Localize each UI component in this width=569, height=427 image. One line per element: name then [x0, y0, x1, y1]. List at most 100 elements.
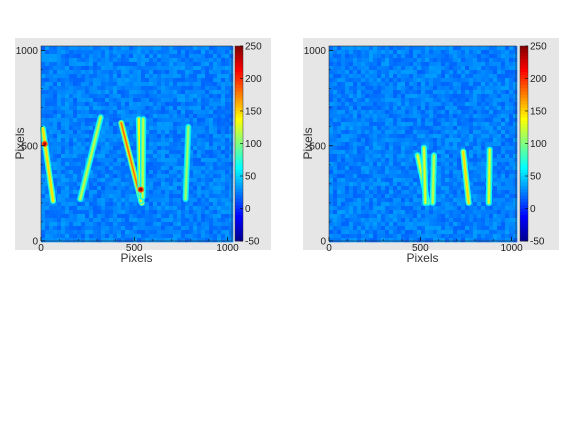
background-cell: [505, 138, 510, 143]
background-cell: [185, 86, 190, 91]
background-cell: [361, 222, 366, 227]
background-cell: [433, 82, 438, 87]
background-cell: [457, 166, 462, 171]
background-cell: [405, 190, 410, 195]
background-cell: [229, 222, 234, 227]
background-cell: [501, 162, 506, 167]
background-cell: [365, 134, 370, 139]
background-cell: [445, 94, 450, 99]
background-cell: [137, 106, 142, 111]
background-cell: [149, 154, 154, 159]
background-cell: [445, 106, 450, 111]
background-cell: [513, 190, 518, 195]
background-cell: [97, 166, 102, 171]
background-cell: [229, 138, 234, 143]
y-tick-label: 1000: [16, 46, 39, 57]
background-cell: [473, 74, 478, 79]
background-cell: [389, 54, 394, 59]
background-cell: [401, 238, 406, 243]
background-cell: [345, 218, 350, 223]
background-cell: [113, 202, 118, 207]
background-cell: [193, 162, 198, 167]
background-cell: [161, 234, 166, 239]
background-cell: [389, 222, 394, 227]
background-cell: [373, 218, 378, 223]
background-cell: [381, 198, 386, 203]
background-cell: [217, 58, 222, 63]
background-cell: [129, 70, 134, 75]
background-cell: [145, 66, 150, 71]
background-cell: [397, 194, 402, 199]
background-cell: [189, 90, 194, 95]
background-cell: [469, 142, 474, 147]
background-cell: [77, 206, 82, 211]
background-cell: [441, 102, 446, 107]
background-cell: [189, 214, 194, 219]
background-cell: [45, 58, 50, 63]
background-cell: [213, 90, 218, 95]
background-cell: [181, 50, 186, 55]
background-cell: [125, 214, 130, 219]
background-cell: [437, 158, 442, 163]
background-cell: [373, 122, 378, 127]
background-cell: [421, 214, 426, 219]
background-cell: [45, 130, 50, 135]
background-cell: [121, 146, 126, 151]
background-cell: [113, 46, 118, 51]
colorbar-tick-label: 200: [530, 74, 547, 85]
background-cell: [165, 162, 170, 167]
background-cell: [173, 230, 178, 235]
background-cell: [349, 114, 354, 119]
background-cell: [169, 74, 174, 79]
background-cell: [57, 226, 62, 231]
background-cell: [57, 166, 62, 171]
background-cell: [209, 174, 214, 179]
background-cell: [89, 86, 94, 91]
background-cell: [229, 170, 234, 175]
background-cell: [41, 238, 46, 243]
background-cell: [181, 174, 186, 179]
background-cell: [365, 146, 370, 151]
background-cell: [201, 98, 206, 103]
background-cell: [65, 146, 70, 151]
background-cell: [401, 62, 406, 67]
background-cell: [357, 114, 362, 119]
background-cell: [89, 174, 94, 179]
background-cell: [85, 50, 90, 55]
background-cell: [397, 218, 402, 223]
background-cell: [329, 66, 334, 71]
background-cell: [441, 122, 446, 127]
background-cell: [329, 50, 334, 55]
background-cell: [373, 174, 378, 179]
background-cell: [505, 110, 510, 115]
background-cell: [181, 86, 186, 91]
background-cell: [197, 154, 202, 159]
background-cell: [461, 230, 466, 235]
background-cell: [205, 102, 210, 107]
background-cell: [441, 98, 446, 103]
background-cell: [497, 206, 502, 211]
background-cell: [133, 214, 138, 219]
background-cell: [49, 58, 54, 63]
background-cell: [345, 118, 350, 123]
background-cell: [149, 174, 154, 179]
background-cell: [337, 78, 342, 83]
colorbar-segment: [235, 133, 243, 138]
background-cell: [77, 102, 82, 107]
background-cell: [417, 198, 422, 203]
background-cell: [445, 70, 450, 75]
background-cell: [389, 146, 394, 151]
background-cell: [41, 118, 46, 123]
background-cell: [89, 130, 94, 135]
background-cell: [161, 162, 166, 167]
background-cell: [385, 130, 390, 135]
background-cell: [353, 86, 358, 91]
background-cell: [205, 178, 210, 183]
background-cell: [377, 234, 382, 239]
background-cell: [437, 222, 442, 227]
background-cell: [193, 118, 198, 123]
background-cell: [369, 190, 374, 195]
background-cell: [117, 126, 122, 131]
background-cell: [89, 230, 94, 235]
background-cell: [437, 110, 442, 115]
